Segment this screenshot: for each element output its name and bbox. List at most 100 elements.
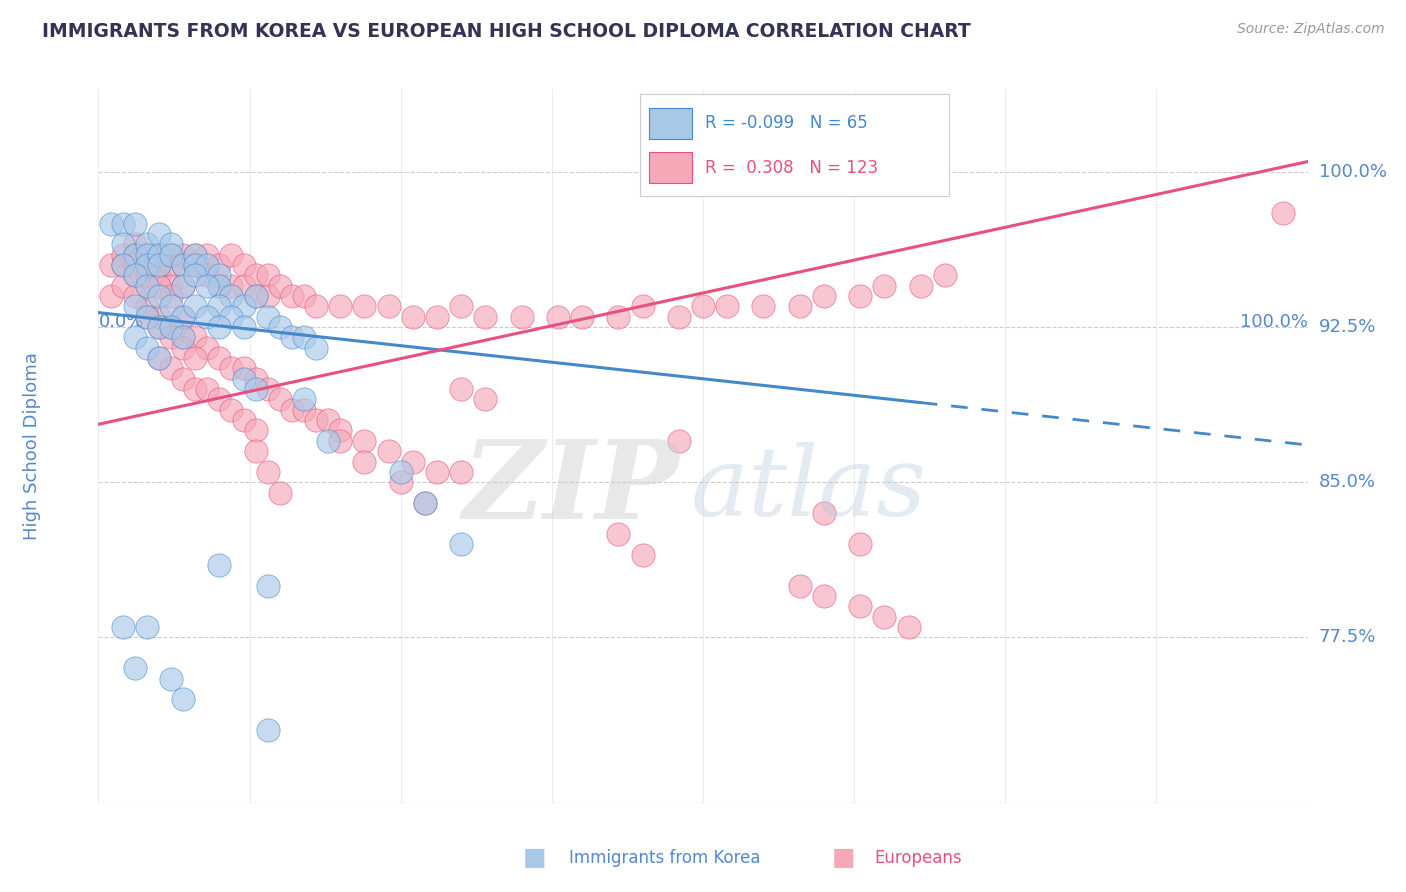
Point <box>135 310 157 324</box>
Point <box>232 372 254 386</box>
Point <box>668 434 690 448</box>
Text: ■: ■ <box>832 847 855 870</box>
Point <box>849 537 872 551</box>
Point <box>124 248 146 262</box>
Point <box>256 382 278 396</box>
Point <box>172 258 194 272</box>
Point <box>111 258 134 272</box>
Point <box>100 258 122 272</box>
Point <box>195 310 218 324</box>
Bar <box>650 153 692 183</box>
Point <box>148 258 170 272</box>
Point <box>1272 206 1295 220</box>
Point <box>195 248 218 262</box>
Point <box>208 351 231 365</box>
Point <box>245 289 267 303</box>
Point <box>329 434 352 448</box>
Point <box>292 392 315 407</box>
Point <box>873 278 896 293</box>
Point <box>232 413 254 427</box>
Point <box>450 299 472 313</box>
Point <box>813 589 835 603</box>
Point <box>353 434 375 448</box>
Point <box>111 248 134 262</box>
Point <box>208 278 231 293</box>
Point <box>148 310 170 324</box>
Point <box>292 289 315 303</box>
Text: atlas: atlas <box>690 442 927 536</box>
Point <box>353 299 375 313</box>
Point <box>148 320 170 334</box>
Point <box>160 289 183 303</box>
Point <box>100 217 122 231</box>
Point <box>316 434 339 448</box>
Point <box>124 289 146 303</box>
Point <box>221 402 243 417</box>
Point <box>172 258 194 272</box>
Text: 100.0%: 100.0% <box>1319 163 1386 181</box>
Point <box>172 330 194 344</box>
Point <box>172 278 194 293</box>
Point <box>160 248 183 262</box>
Point <box>135 258 157 272</box>
Point <box>208 268 231 283</box>
Point <box>135 268 157 283</box>
Point <box>789 299 811 313</box>
Point <box>474 310 496 324</box>
Point <box>752 299 775 313</box>
Point <box>172 692 194 706</box>
Point <box>221 310 243 324</box>
Point <box>692 299 714 313</box>
Point <box>208 278 231 293</box>
Point <box>208 320 231 334</box>
Point <box>934 268 956 283</box>
Text: IMMIGRANTS FROM KOREA VS EUROPEAN HIGH SCHOOL DIPLOMA CORRELATION CHART: IMMIGRANTS FROM KOREA VS EUROPEAN HIGH S… <box>42 22 972 41</box>
Point <box>148 320 170 334</box>
Point <box>292 330 315 344</box>
Point <box>111 237 134 252</box>
Point <box>172 310 194 324</box>
Point <box>124 661 146 675</box>
Point <box>160 320 183 334</box>
Point <box>305 413 328 427</box>
Point <box>474 392 496 407</box>
Point <box>160 258 183 272</box>
Point <box>135 248 157 262</box>
Text: R = -0.099   N = 65: R = -0.099 N = 65 <box>704 114 868 132</box>
Point <box>256 723 278 738</box>
Point <box>195 341 218 355</box>
Point <box>813 289 835 303</box>
Point <box>148 248 170 262</box>
Point <box>184 258 207 272</box>
Point <box>413 496 436 510</box>
Point <box>148 268 170 283</box>
Point <box>184 351 207 365</box>
Point <box>232 299 254 313</box>
Text: 85.0%: 85.0% <box>1319 473 1375 491</box>
Text: Europeans: Europeans <box>875 849 962 867</box>
Point <box>232 258 254 272</box>
Point <box>402 454 425 468</box>
Point <box>135 258 157 272</box>
Point <box>245 444 267 458</box>
Text: ZIP: ZIP <box>463 435 679 542</box>
Point <box>148 351 170 365</box>
Point <box>245 382 267 396</box>
Point <box>172 372 194 386</box>
Text: 92.5%: 92.5% <box>1319 318 1376 336</box>
Point <box>208 258 231 272</box>
Point <box>256 465 278 479</box>
Point <box>607 527 630 541</box>
Point <box>135 299 157 313</box>
Text: R =  0.308   N = 123: R = 0.308 N = 123 <box>704 159 877 177</box>
Point <box>195 382 218 396</box>
Point <box>607 310 630 324</box>
Point <box>389 465 412 479</box>
Point <box>111 278 134 293</box>
Text: ■: ■ <box>523 847 546 870</box>
Point <box>208 558 231 572</box>
Point <box>389 475 412 490</box>
Text: Immigrants from Korea: Immigrants from Korea <box>569 849 761 867</box>
Point <box>148 351 170 365</box>
Point <box>111 620 134 634</box>
